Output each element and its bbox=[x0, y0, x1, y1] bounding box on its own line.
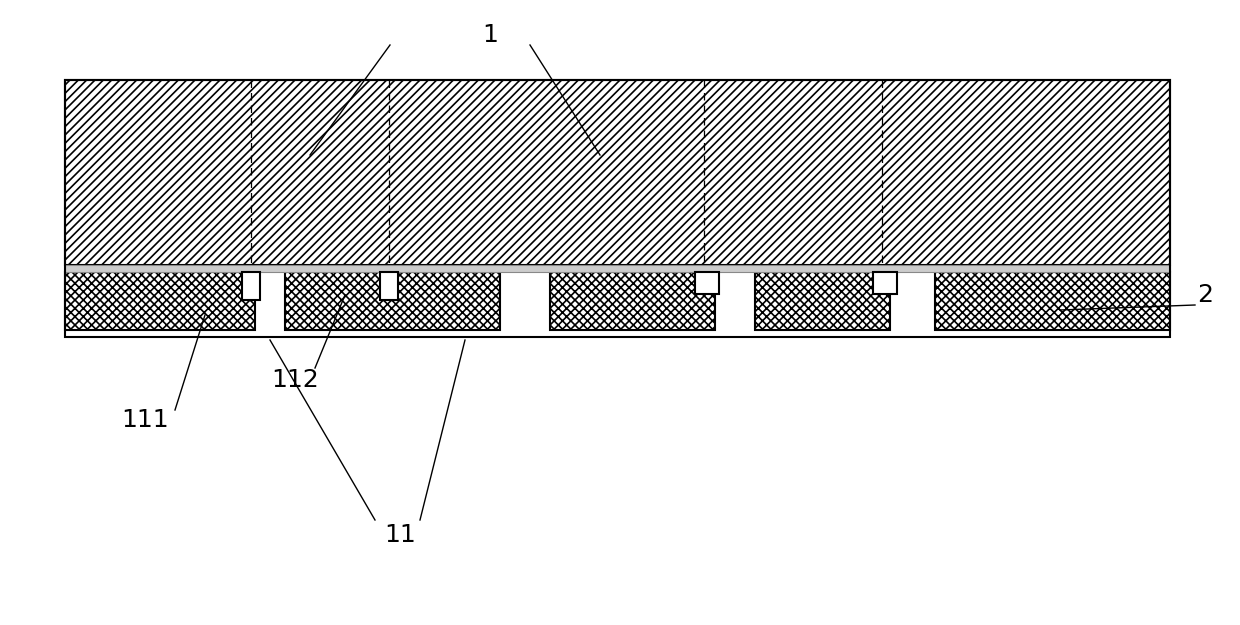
Bar bbox=[935, 272, 1171, 330]
Bar bbox=[64, 80, 1171, 265]
Bar bbox=[873, 272, 897, 294]
Bar bbox=[64, 265, 1171, 272]
Bar bbox=[64, 80, 1171, 337]
Text: 11: 11 bbox=[384, 523, 415, 547]
Text: 111: 111 bbox=[122, 408, 169, 432]
Text: 2: 2 bbox=[1197, 283, 1213, 307]
Text: 112: 112 bbox=[272, 368, 319, 392]
Text: 1: 1 bbox=[482, 23, 498, 47]
Bar bbox=[551, 272, 715, 330]
Bar bbox=[755, 272, 890, 330]
Bar bbox=[694, 272, 719, 294]
Bar bbox=[379, 272, 398, 300]
Bar bbox=[242, 272, 260, 300]
Bar bbox=[64, 272, 255, 330]
Bar bbox=[285, 272, 500, 330]
